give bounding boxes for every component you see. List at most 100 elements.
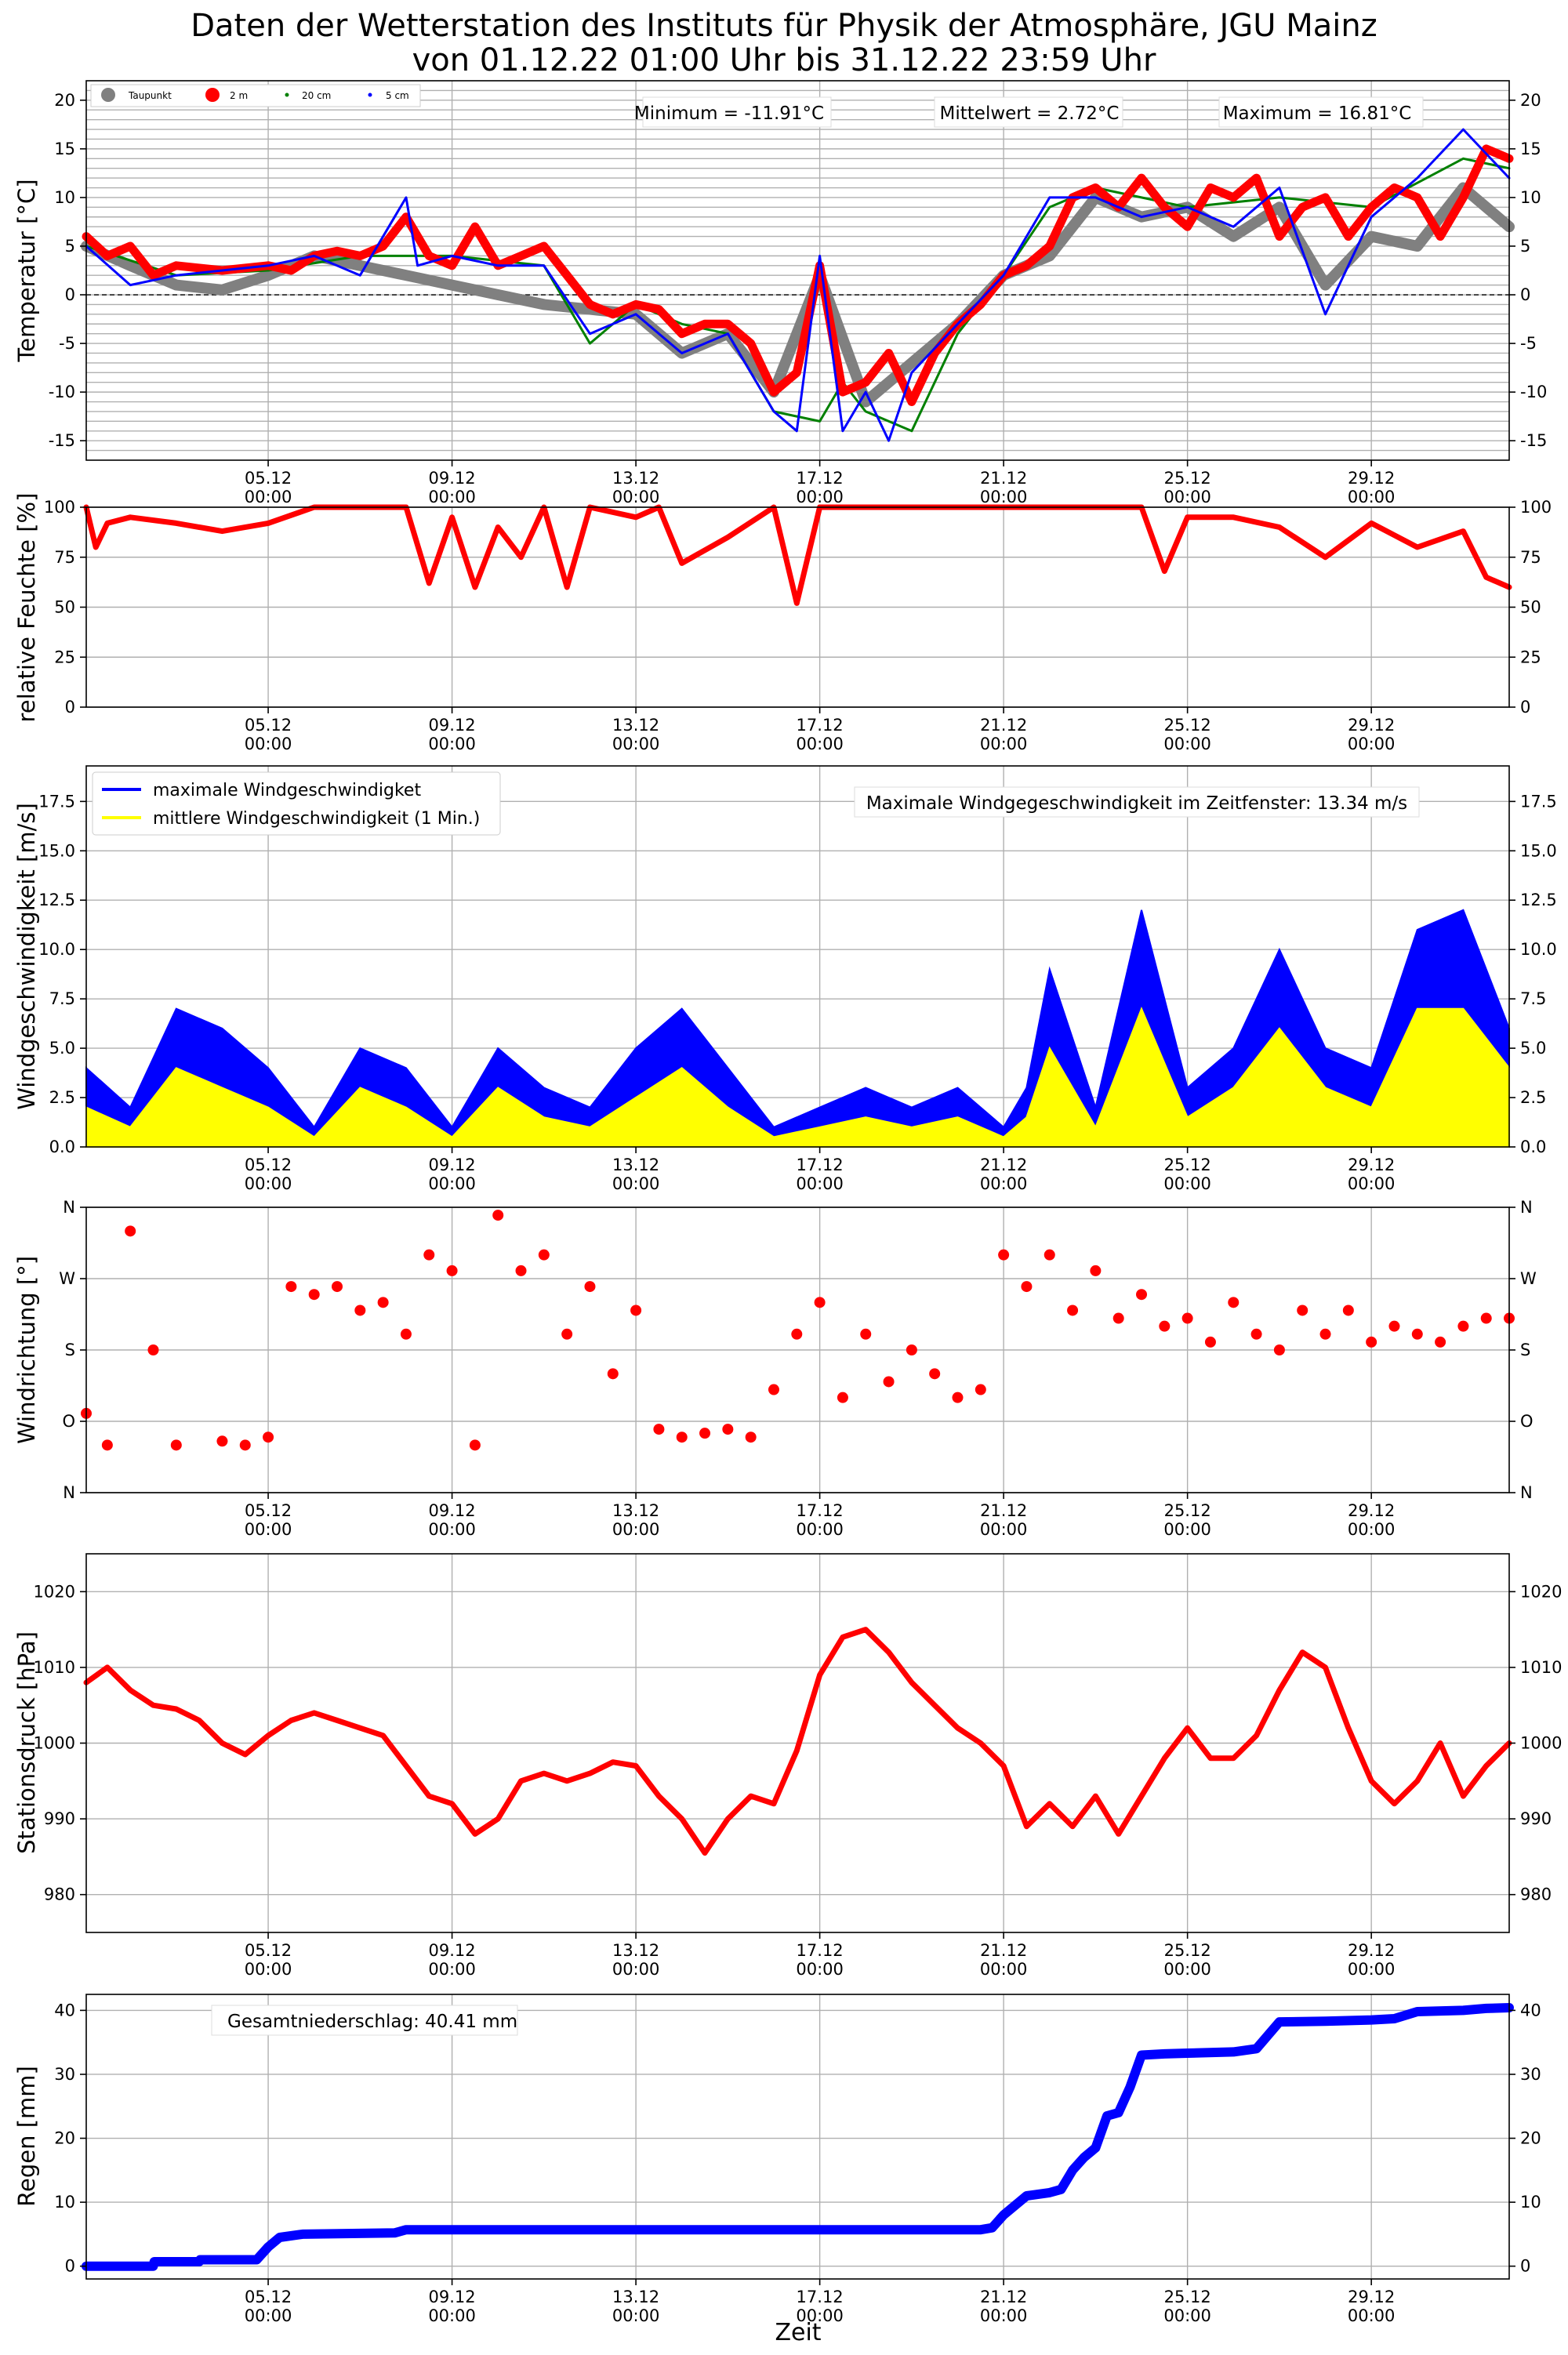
x-tick-label-time: 00:00 [612, 1520, 660, 1539]
rain-total-annotation: Gesamtniederschlag: 40.41 mm [227, 2012, 517, 2032]
y-tick-label-left: W [59, 1269, 75, 1288]
y-tick-label-left: O [62, 1412, 75, 1431]
y-tick-label-right: 2.5 [1520, 1088, 1546, 1107]
y-tick-label-right: 980 [1520, 1885, 1552, 1904]
x-tick-label-time: 00:00 [428, 2306, 476, 2325]
temperature-plot-frame [85, 80, 1510, 461]
x-tick-label-date: 05.12 [245, 2288, 292, 2306]
temperature-max-stat: Maximum = 16.81°C [1223, 103, 1412, 124]
x-tick-label-time: 00:00 [1163, 1174, 1211, 1193]
y-tick-label-right: 0 [1520, 698, 1530, 717]
wind-direction-point [1297, 1305, 1308, 1316]
x-axis-label: Zeit [775, 2319, 821, 2346]
wind-direction-point [653, 1424, 665, 1435]
wind-direction-point [377, 1297, 389, 1308]
wind-direction-point [400, 1328, 412, 1340]
x-tick-label-time: 00:00 [245, 1520, 292, 1539]
legend-marker-dewpoint [101, 88, 115, 102]
x-tick-label-time: 00:00 [980, 1520, 1028, 1539]
wind-direction-point [492, 1210, 504, 1221]
legend-marker-20cm [285, 93, 289, 97]
x-tick-label-time: 00:00 [1163, 488, 1211, 506]
legend-label-5cm: 5 cm [386, 90, 409, 101]
y-tick-label-right: 0.0 [1520, 1138, 1546, 1156]
wind-direction-point [354, 1305, 366, 1316]
y-tick-label-right: N [1520, 1198, 1533, 1217]
x-tick-label-date: 05.12 [245, 469, 292, 488]
wind-direction-point [1021, 1281, 1033, 1293]
y-tick-label-right: S [1520, 1341, 1530, 1359]
series-line-regen [82, 2003, 1514, 2271]
y-tick-label-left: S [65, 1341, 75, 1359]
legend-marker-2m [205, 88, 220, 102]
wind-direction-point [768, 1384, 779, 1395]
x-tick-label-time: 00:00 [428, 735, 476, 753]
x-tick-label-date: 13.12 [612, 469, 659, 488]
y-tick-label-left: 10 [54, 2193, 75, 2212]
wind-direction-point [1366, 1336, 1377, 1348]
y-tick-label-right: 50 [1520, 598, 1541, 617]
wind-direction-point [1435, 1336, 1446, 1348]
legend-label-wind-mean: mittlere Windgeschwindigkeit (1 Min.) [153, 809, 480, 829]
x-tick-label-date: 29.12 [1348, 1941, 1395, 1960]
y-tick-label-right: 1020 [1520, 1582, 1562, 1601]
wind-direction-point [814, 1297, 826, 1308]
y-tick-label-left: 0.0 [49, 1138, 75, 1156]
x-tick-label-time: 00:00 [1163, 2306, 1211, 2325]
y-tick-label-left: 10.0 [38, 940, 75, 959]
y-tick-label-right: 7.5 [1520, 989, 1546, 1008]
wind-direction-point [584, 1281, 596, 1293]
wind-direction-point [722, 1424, 734, 1435]
y-tick-label-left: 1000 [34, 1734, 75, 1753]
wind-direction-point [998, 1249, 1010, 1261]
wind-direction-point [308, 1289, 320, 1301]
y-tick-label-right: N [1520, 1483, 1533, 1502]
wind-direction-point [147, 1344, 159, 1355]
y-tick-label-right: 0 [1520, 2257, 1530, 2276]
wind-direction-y-label: Windrichtung [°] [13, 1256, 40, 1444]
wind-direction-point [1480, 1312, 1492, 1324]
x-tick-label-date: 13.12 [612, 2288, 659, 2306]
x-tick-label-time: 00:00 [1348, 1520, 1396, 1539]
x-tick-label-time: 00:00 [796, 2306, 844, 2325]
x-tick-label-date: 21.12 [980, 469, 1027, 488]
y-tick-label-right: 12.5 [1520, 891, 1557, 909]
x-tick-label-date: 09.12 [429, 716, 476, 735]
wind-direction-point [1159, 1320, 1171, 1332]
wind-direction-point [285, 1281, 297, 1293]
x-tick-label-time: 00:00 [428, 488, 476, 506]
y-tick-label-right: 1010 [1520, 1658, 1562, 1677]
series-line-stationsdruck [83, 1627, 1512, 1856]
y-tick-label-left: 75 [54, 548, 75, 567]
x-tick-label-time: 00:00 [1348, 1960, 1396, 1979]
wind-direction-point [1112, 1312, 1124, 1324]
y-tick-label-right: -10 [1520, 383, 1547, 401]
wind-direction-point [239, 1439, 251, 1451]
wind-direction-point [883, 1376, 895, 1388]
y-tick-label-right: O [1520, 1412, 1534, 1431]
wind-direction-point [1411, 1328, 1423, 1340]
x-tick-label-date: 13.12 [612, 1501, 659, 1520]
x-tick-label-time: 00:00 [980, 735, 1028, 753]
y-tick-label-left: 20 [54, 2129, 75, 2148]
x-tick-label-time: 00:00 [980, 1960, 1028, 1979]
x-tick-label-time: 00:00 [428, 1960, 476, 1979]
x-tick-label-date: 17.12 [797, 1941, 844, 1960]
wind-direction-point [676, 1432, 688, 1443]
y-tick-label-left: 7.5 [49, 989, 75, 1008]
legend-label-dewpoint: Taupunkt [128, 90, 172, 101]
series-line-2-m [82, 144, 1514, 406]
y-tick-label-right: 10 [1520, 188, 1541, 207]
humidity-panel: 05.1200:0009.1200:0013.1200:0017.1200:00… [13, 493, 1552, 753]
wind-direction-point [906, 1344, 917, 1355]
wind-speed-max-annotation: Maximale Windgegeschwindigkeit im Zeitfe… [866, 793, 1407, 814]
x-tick-label-date: 25.12 [1164, 1941, 1211, 1960]
wind-direction-point [1342, 1305, 1354, 1316]
y-tick-label-right: 5 [1520, 237, 1530, 256]
y-tick-label-left: 50 [54, 598, 75, 617]
x-tick-label-date: 21.12 [980, 2288, 1027, 2306]
x-tick-label-time: 00:00 [428, 1174, 476, 1193]
y-tick-label-right: -15 [1520, 431, 1547, 450]
x-tick-label-time: 00:00 [612, 1174, 660, 1193]
y-tick-label-right: 25 [1520, 648, 1541, 666]
